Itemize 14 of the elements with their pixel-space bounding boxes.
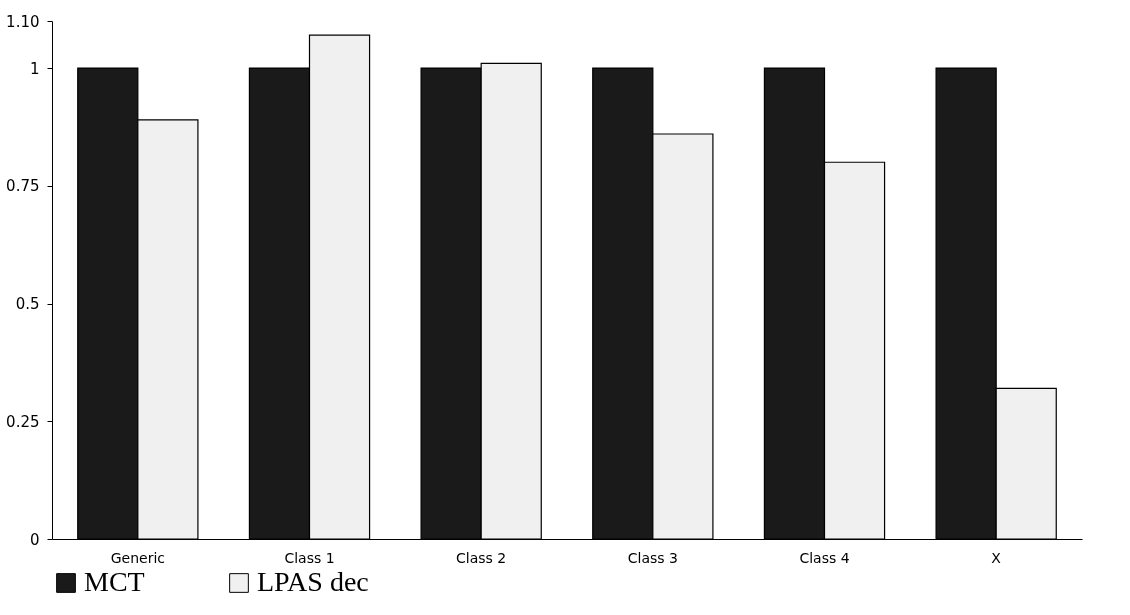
x-tick-label: Class 4 [799,549,850,566]
y-tick-label: 1.10 [6,12,40,31]
y-tick-label: 0 [29,530,40,549]
y-tick-label: 0.25 [6,412,40,431]
legend-label: LPAS dec [257,566,369,597]
y-tick-label: 0.5 [15,295,40,314]
y-tick-label: 1 [29,59,40,78]
x-tick-label: X [991,549,1002,566]
x-tick-label: Class 1 [284,549,335,566]
x-tick-label: Generic [110,549,165,566]
y-tick-label: 0.75 [6,177,40,196]
x-tick-label: Class 2 [456,549,507,566]
x-tick-label: Class 3 [627,549,678,566]
legend-label: MCT [84,566,145,597]
